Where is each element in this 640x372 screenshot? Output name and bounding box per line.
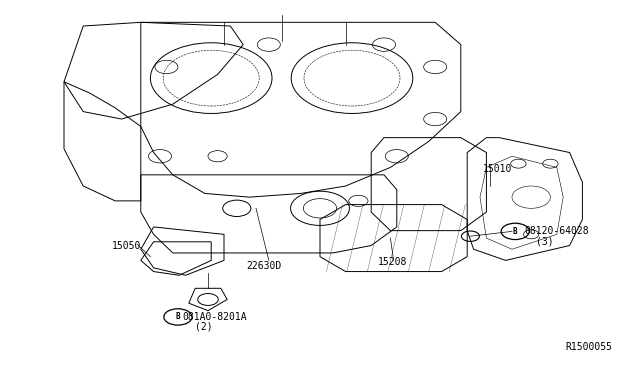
Text: B: B xyxy=(513,227,518,236)
Text: (3): (3) xyxy=(536,237,554,247)
Text: 15050: 15050 xyxy=(112,241,141,250)
Text: 15208: 15208 xyxy=(378,257,407,267)
Text: B: B xyxy=(175,312,180,321)
Text: 08120-64028: 08120-64028 xyxy=(525,227,589,236)
Text: 15010: 15010 xyxy=(483,164,513,174)
Text: 22630D: 22630D xyxy=(246,261,282,271)
Text: (2): (2) xyxy=(195,322,213,331)
Text: 081A0-8201A: 081A0-8201A xyxy=(182,312,247,322)
Text: R1500055: R1500055 xyxy=(565,342,612,352)
